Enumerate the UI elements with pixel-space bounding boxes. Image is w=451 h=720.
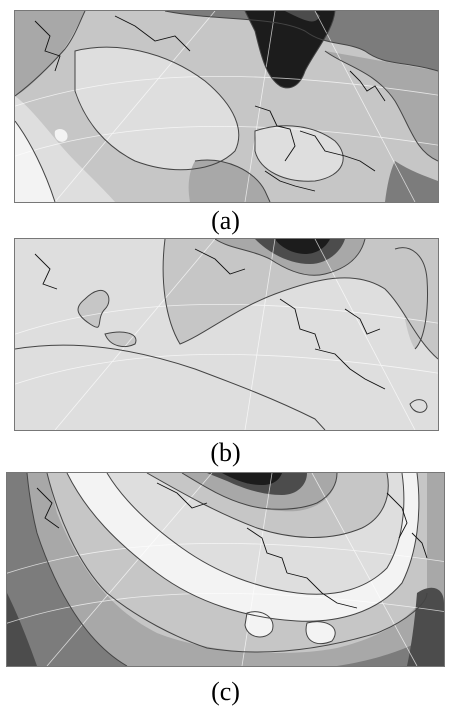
map-panel-c xyxy=(6,472,445,667)
contour-lines xyxy=(15,239,438,430)
field-region xyxy=(7,593,37,666)
graticule xyxy=(7,473,444,666)
field-region xyxy=(78,290,109,328)
field-region xyxy=(395,247,428,349)
field-region xyxy=(75,47,239,170)
contour-map-c xyxy=(7,473,444,666)
coastlines xyxy=(34,248,386,390)
field-region xyxy=(285,11,320,22)
field-region xyxy=(15,11,85,96)
field-region xyxy=(245,11,335,88)
panel-caption-a: (a) xyxy=(211,206,240,235)
field-region xyxy=(163,239,438,359)
contour-lines xyxy=(15,11,438,202)
field-region xyxy=(385,161,438,202)
field-region xyxy=(54,128,68,142)
map-panel-b xyxy=(14,238,439,431)
panel-caption-c: (c) xyxy=(211,677,240,706)
field-region xyxy=(15,345,325,430)
map-panel-a xyxy=(14,10,439,203)
field-region xyxy=(222,473,282,485)
field-region xyxy=(325,51,438,161)
field-region xyxy=(165,11,438,71)
contour-map-b xyxy=(15,239,438,430)
graticule xyxy=(15,239,438,430)
field-region xyxy=(255,125,344,182)
coastlines xyxy=(34,15,386,192)
coastlines xyxy=(36,482,428,609)
contour-map-a xyxy=(15,11,438,202)
field-region xyxy=(15,121,55,202)
contour-lines xyxy=(26,473,428,666)
panel-caption-b: (b) xyxy=(210,438,241,467)
field-region xyxy=(188,160,270,202)
field-region xyxy=(306,621,336,644)
field-region xyxy=(275,239,330,254)
graticule xyxy=(15,11,438,202)
